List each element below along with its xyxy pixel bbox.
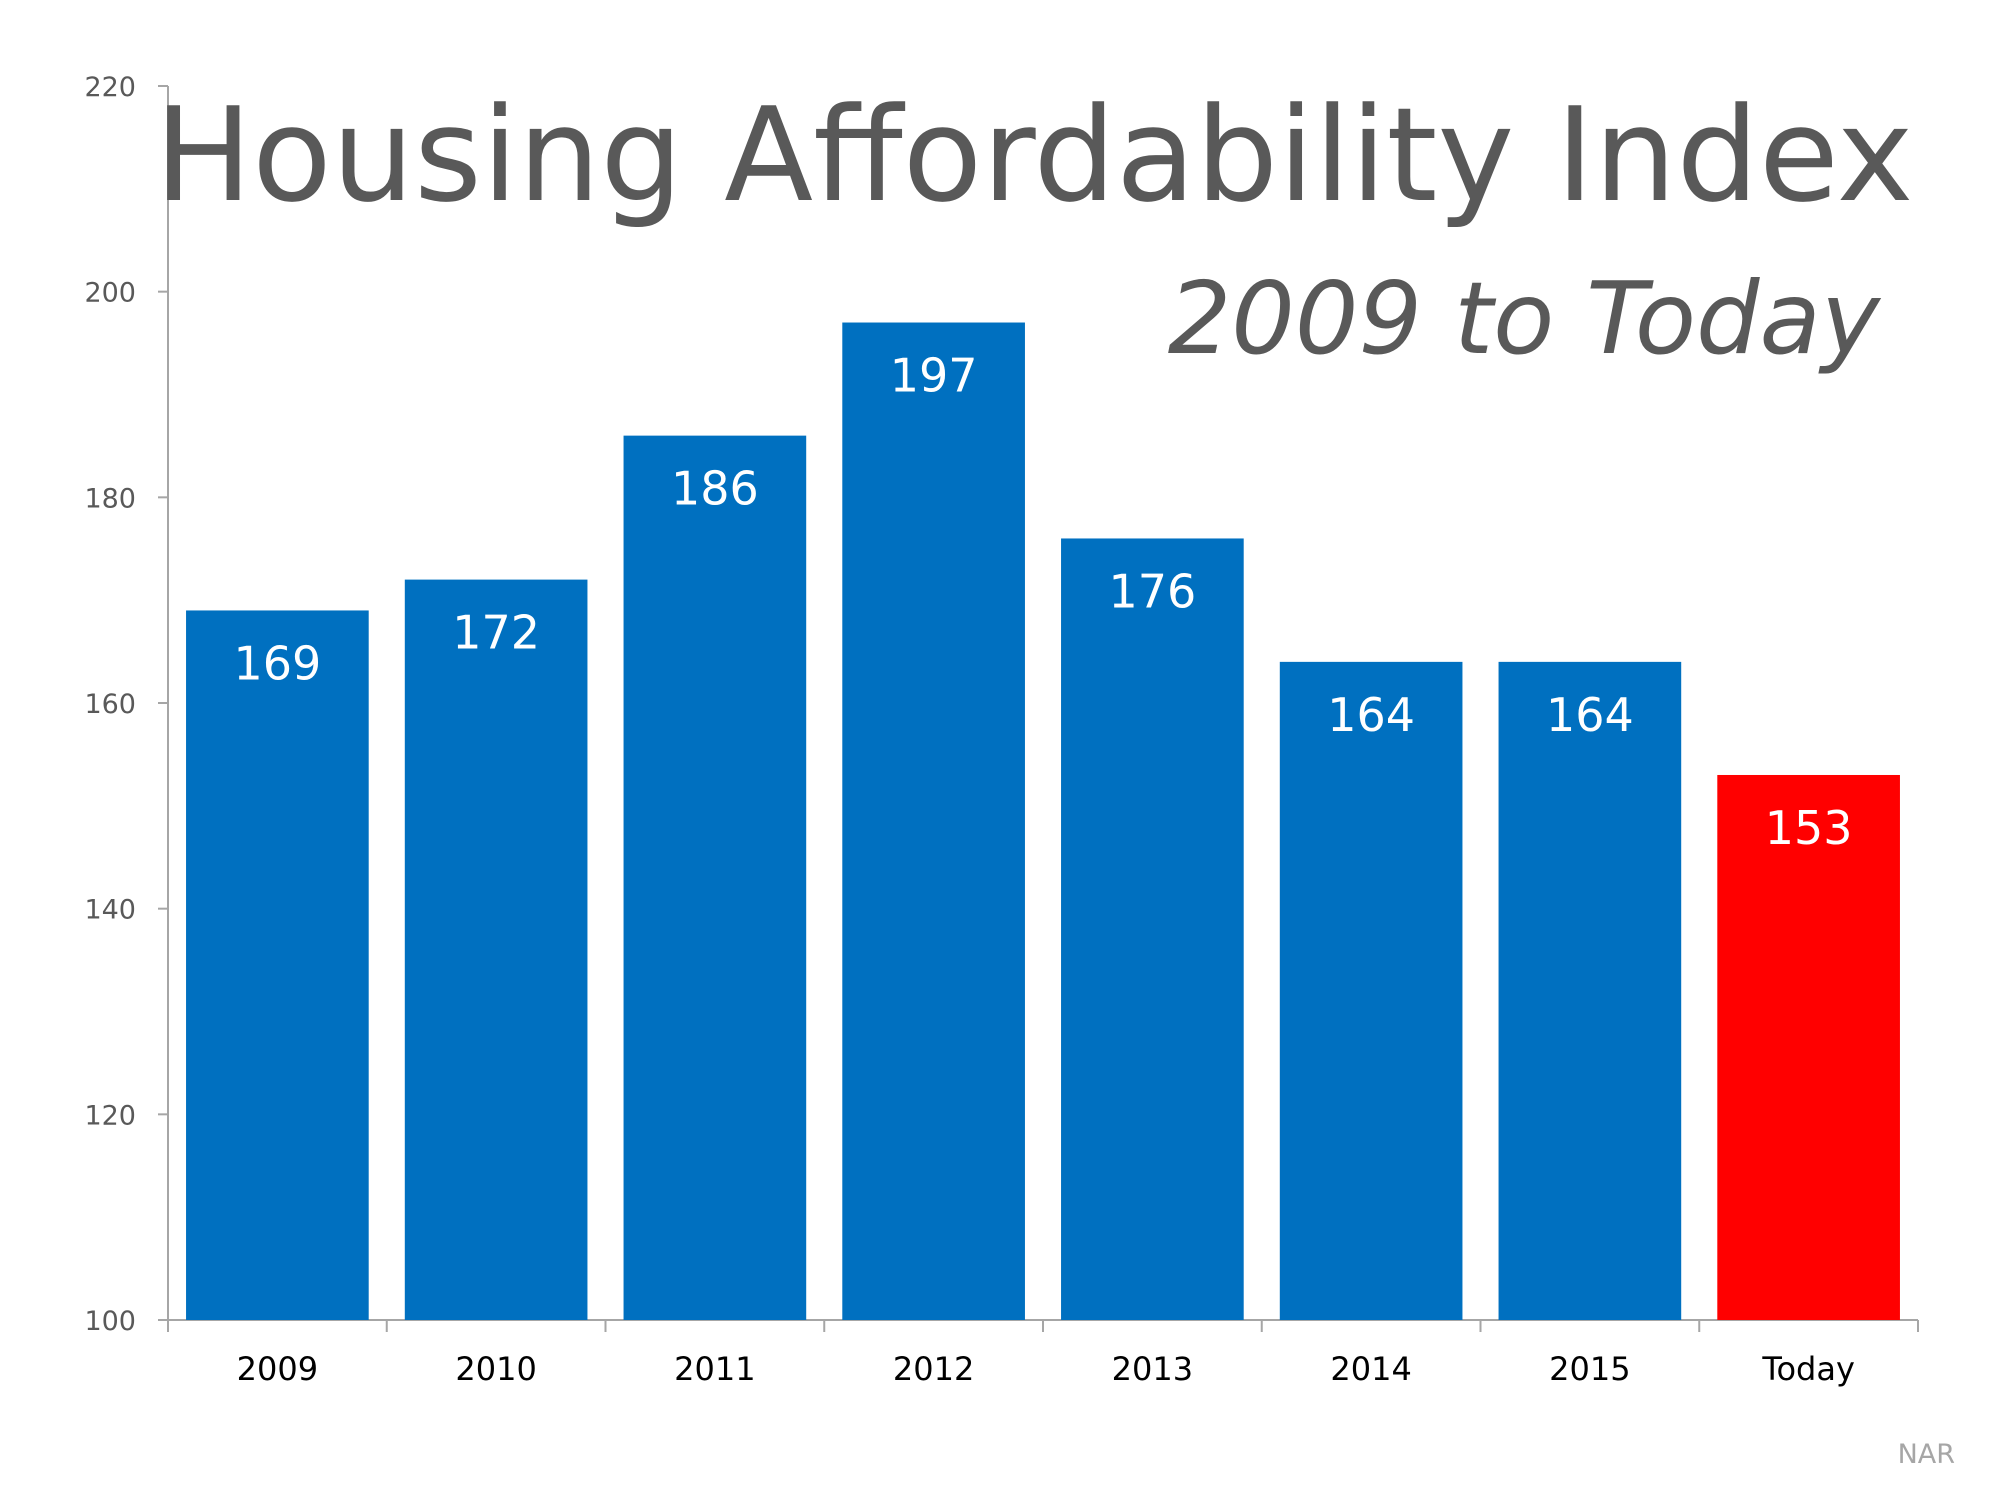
y-axis: 100 120 140 160 180 200 220 (84, 72, 169, 1337)
data-label-2010: 172 (452, 606, 540, 660)
bar-2013 (1061, 538, 1244, 1320)
chart-subtitle: 2009 to Today (1168, 260, 1882, 377)
bar-2015 (1498, 661, 1682, 1320)
y-tick-label: 160 (84, 689, 136, 720)
x-tick-label-2015: 2015 (1549, 1350, 1630, 1388)
x-tick-label-2012: 2012 (893, 1350, 974, 1388)
bar-today (1717, 774, 1900, 1320)
bar-2011 (623, 435, 807, 1321)
x-tick-label-2009: 2009 (237, 1350, 318, 1388)
x-tick-label-2011: 2011 (674, 1350, 755, 1388)
bar-2009 (186, 610, 369, 1320)
x-tick-label-today: Today (1761, 1350, 1855, 1388)
data-label-today: 153 (1765, 801, 1853, 855)
chart-title: Housing Affordability Index (154, 79, 1913, 231)
data-label-2009: 169 (233, 636, 321, 690)
source-note: NAR (1898, 1439, 1955, 1470)
x-axis: 2009 2010 2011 2012 2013 2014 2015 Today (167, 1319, 1919, 1388)
x-tick-label-2014: 2014 (1330, 1350, 1411, 1388)
data-label-2014: 164 (1327, 688, 1415, 742)
y-tick-label: 180 (84, 483, 136, 514)
x-tick-label-2010: 2010 (455, 1350, 536, 1388)
bars (186, 322, 1900, 1321)
y-tick-label: 140 (84, 895, 136, 926)
data-labels: 169 172 186 197 176 164 164 153 (233, 349, 1852, 855)
bar-2014 (1279, 661, 1463, 1320)
y-tick-label: 100 (84, 1306, 136, 1337)
y-tick-label: 220 (84, 72, 136, 103)
y-tick-label: 120 (84, 1100, 136, 1131)
bar-2012 (842, 322, 1025, 1320)
data-label-2013: 176 (1108, 564, 1196, 618)
x-tick-label-2013: 2013 (1112, 1350, 1193, 1388)
data-label-2015: 164 (1546, 688, 1634, 742)
y-tick-label: 200 (84, 278, 136, 309)
data-label-2012: 197 (890, 349, 978, 403)
bar-2010 (404, 579, 588, 1320)
data-label-2011: 186 (671, 462, 759, 516)
